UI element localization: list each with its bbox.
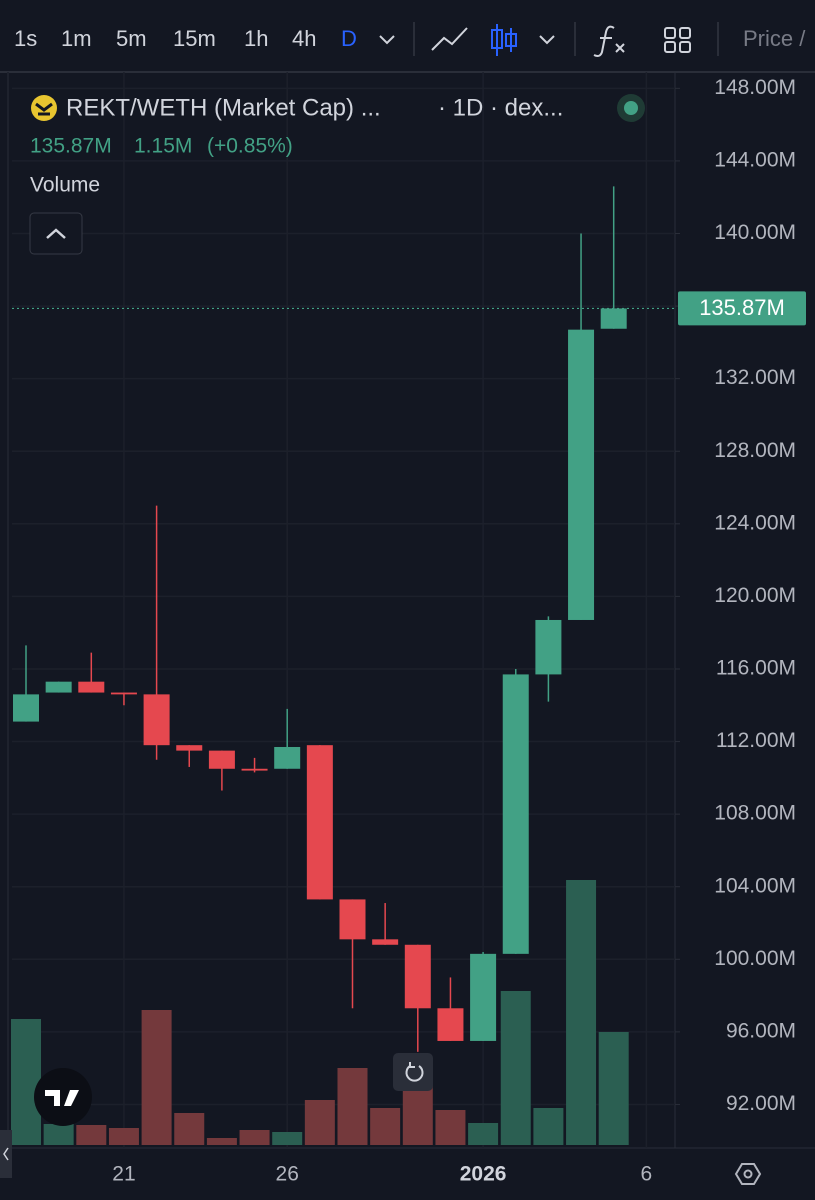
interval-button[interactable]: D: [341, 26, 357, 51]
settings-icon[interactable]: [734, 1163, 762, 1185]
candle-body: [372, 939, 399, 945]
status-dot: [624, 101, 638, 115]
y-tick-label: 124.00M: [714, 511, 796, 534]
y-tick-label: 120.00M: [714, 584, 796, 607]
symbol-logo: [31, 95, 57, 121]
y-tick-label: 116.00M: [716, 657, 796, 680]
candle-icon[interactable]: [491, 24, 517, 56]
interval-button[interactable]: 1m: [61, 26, 92, 51]
candle-body: [568, 329, 595, 620]
y-tick-label: 128.00M: [714, 439, 796, 462]
volume-bar: [43, 1124, 74, 1145]
volume-bar: [174, 1113, 205, 1145]
interval-button[interactable]: 1s: [14, 26, 37, 51]
legend-change: 1.15M: [134, 135, 192, 158]
candle-body: [437, 1008, 464, 1041]
legend-change-pct: (+0.85%): [207, 135, 293, 158]
reset-button[interactable]: [393, 1053, 433, 1091]
candle-body: [470, 953, 497, 1041]
interval-dropdown[interactable]: [379, 35, 395, 45]
volume-bar: [533, 1108, 564, 1145]
x-tick-label: 2026: [460, 1163, 507, 1186]
candle-body: [45, 681, 72, 693]
volume-bar: [108, 1128, 139, 1145]
volume-bar: [566, 880, 597, 1145]
interval-button[interactable]: 15m: [173, 26, 216, 51]
y-tick-label: 108.00M: [714, 802, 796, 825]
volume-bar: [206, 1138, 237, 1145]
candle-body: [600, 308, 627, 329]
legend-value: 135.87M: [30, 135, 112, 158]
candle-body: [535, 619, 562, 675]
candle-body: [502, 674, 529, 954]
indicators-icon[interactable]: [593, 25, 625, 57]
interval-button[interactable]: 5m: [116, 26, 147, 51]
candles: [13, 186, 627, 1052]
collapse-icon: [46, 228, 66, 239]
price-menu[interactable]: Price /: [743, 26, 806, 51]
y-tick-label: 144.00M: [714, 148, 796, 171]
y-tick-label: 104.00M: [714, 874, 796, 897]
symbol-logo-mark: [35, 102, 53, 116]
candle-body: [143, 694, 170, 746]
y-tick-label: 112.00M: [716, 729, 796, 752]
candle-body: [241, 768, 268, 771]
side-panel-tab[interactable]: [0, 1130, 12, 1178]
candle-body: [13, 694, 39, 722]
y-tick-label: 140.00M: [714, 221, 796, 244]
candle-body: [110, 692, 137, 695]
symbol-meta: · 1D · dex...: [438, 94, 563, 121]
candle-body: [208, 750, 235, 769]
x-tick-label: 21: [112, 1163, 135, 1186]
volume-bar: [11, 1019, 41, 1145]
candle-body: [339, 899, 366, 940]
volume-bar: [141, 1010, 172, 1145]
tradingview-logo[interactable]: [34, 1068, 92, 1126]
volume-bar: [239, 1130, 270, 1145]
chart-type-dropdown[interactable]: [539, 35, 555, 45]
indicator-name: Volume: [30, 174, 100, 197]
x-tick-label: 6: [641, 1163, 653, 1186]
y-tick-label: 96.00M: [726, 1019, 796, 1042]
last-price-label: 135.87M: [699, 295, 785, 320]
x-tick-label: 26: [276, 1163, 299, 1186]
line-chart-icon[interactable]: [431, 27, 468, 51]
symbol-title[interactable]: REKT/WETH (Market Cap) ...: [66, 94, 381, 121]
settings-icon-dot: [743, 1169, 753, 1179]
volume-bar: [435, 1110, 466, 1145]
tradingview-mark: [45, 1090, 79, 1106]
y-tick-label: 148.00M: [714, 76, 796, 99]
volume-bar: [337, 1068, 368, 1145]
candle-body: [404, 944, 431, 1009]
interval-button[interactable]: 4h: [292, 26, 316, 51]
y-tick-label: 92.00M: [726, 1092, 796, 1115]
candle-body: [306, 745, 333, 900]
volume-bar: [468, 1123, 499, 1145]
last-price-badge: [678, 291, 806, 326]
volume-bar: [76, 1125, 107, 1145]
layout-icon[interactable]: [664, 27, 691, 53]
candle-body: [176, 745, 203, 751]
y-tick-label: 132.00M: [714, 366, 796, 389]
volume-bar: [598, 1032, 629, 1145]
side-panel-arrow: [3, 1147, 9, 1161]
y-tick-label: 100.00M: [714, 947, 796, 970]
collapse-button[interactable]: [29, 212, 83, 255]
volume-bar: [370, 1108, 401, 1145]
interval-button[interactable]: 1h: [244, 26, 268, 51]
reset-icon: [405, 1062, 424, 1082]
volume-bar: [500, 991, 531, 1145]
candle-body: [274, 746, 301, 769]
volume-bar: [272, 1132, 303, 1145]
volume-bar: [304, 1100, 335, 1145]
candle-body: [78, 681, 105, 693]
